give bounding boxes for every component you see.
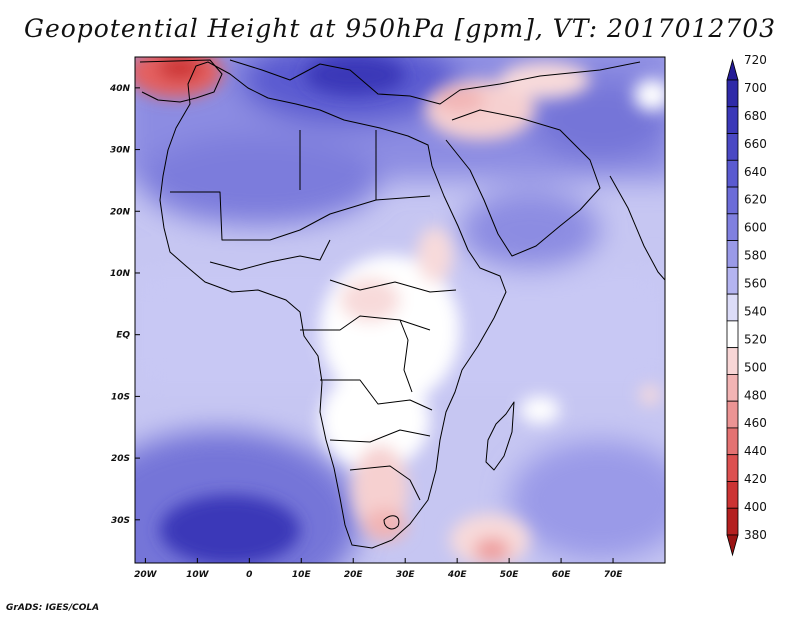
colorbar-label: 400	[744, 500, 767, 514]
africa-coastline	[159, 61, 507, 549]
colorbar-swatch	[726, 159, 739, 188]
colorbar-swatch	[726, 374, 739, 402]
colorbar-swatch	[726, 186, 739, 215]
x-tick-label: 30E	[396, 570, 416, 580]
colorbar-label: 540	[744, 304, 767, 318]
iberia-coastline	[139, 59, 223, 103]
colorbar-label: 700	[744, 81, 767, 95]
colorbar-swatch	[726, 347, 739, 375]
colorbar-label: 500	[744, 360, 767, 374]
axis-ticks: 20W 10W 0 10E 20E 30E 40E 50E 60E 70E 40N 30N 20N 10N…	[109, 84, 623, 580]
colorbar-swatch	[726, 507, 739, 536]
map-title: Geopotential Height at 950hPa [gpm], VT:…	[23, 14, 777, 43]
y-tick-label: EQ	[116, 331, 130, 341]
colorbar-label: 620	[744, 193, 767, 207]
colorbar-swatch	[726, 320, 739, 349]
colorbar-label: 580	[744, 249, 767, 263]
x-tick-label: 40E	[447, 570, 468, 580]
arabia-coastline	[445, 109, 601, 257]
colorbar-label: 440	[744, 444, 767, 458]
y-tick-label: 30N	[110, 146, 131, 156]
colorbar-label: 600	[744, 221, 767, 235]
colorbar-bottom-arrow	[726, 534, 739, 557]
colorbar-swatch	[726, 240, 739, 268]
colorbar-label: 660	[744, 137, 767, 151]
map-plot-area	[135, 57, 665, 563]
colorbar-swatch	[726, 293, 739, 322]
colorbar-swatch	[726, 213, 739, 241]
colorbar-label: 520	[744, 332, 767, 346]
y-tick-label: 10N	[110, 269, 131, 279]
colorbar-label: 480	[744, 388, 767, 402]
colorbar-top-arrow	[726, 58, 739, 81]
madagascar-coastline	[485, 401, 515, 471]
y-tick-label: 40N	[109, 84, 131, 94]
colorbar-swatch	[726, 79, 739, 108]
colorbar-swatch	[726, 454, 739, 482]
colorbar-label: 380	[744, 528, 767, 542]
y-tick-label: 30S	[111, 516, 130, 526]
colorbar-swatch	[726, 106, 739, 134]
colorbar-label: 560	[744, 277, 767, 291]
x-tick-label: 60E	[552, 570, 572, 580]
europe-coastline	[229, 59, 641, 105]
colorbar-swatch	[726, 400, 739, 429]
x-tick-label: 20W	[134, 570, 158, 580]
x-tick-label: 50E	[500, 570, 520, 580]
colorbar-label: 640	[744, 165, 767, 179]
y-tick-label: 20N	[110, 207, 131, 217]
colorbar-swatch	[726, 427, 739, 456]
x-tick-label: 20E	[344, 570, 364, 580]
colorbar-swatch	[726, 133, 739, 161]
x-tick-label: 10E	[292, 570, 312, 580]
colorbar-label: 420	[744, 472, 767, 486]
map-frame	[134, 56, 666, 564]
colorbar-label: 680	[744, 109, 767, 123]
x-tick-label: 10W	[186, 570, 210, 580]
x-tick-label: 70E	[604, 570, 624, 580]
india-coastline	[609, 175, 665, 281]
colorbar-label: 720	[744, 53, 767, 67]
colorbar-label: 460	[744, 416, 767, 430]
colorbar-swatch	[726, 266, 739, 295]
y-tick-label: 20S	[111, 454, 130, 464]
x-tick-label: 0	[246, 570, 252, 580]
y-tick-label: 10S	[111, 392, 130, 402]
colorbar-swatch	[726, 481, 739, 509]
colorbar: 720 700 680 660 640 620 600 580 560 540 520 500 480 4…	[726, 53, 767, 557]
grads-credit: GrADS: IGES/COLA	[6, 603, 100, 613]
